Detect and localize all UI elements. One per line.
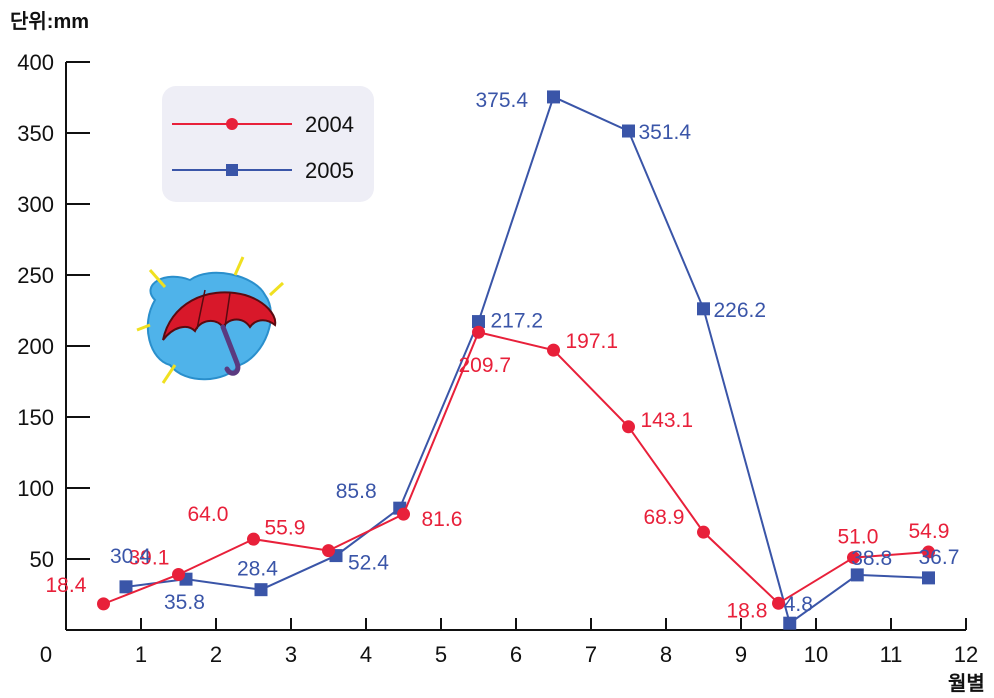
- data-label-2004: 51.0: [838, 526, 879, 549]
- data-label-2004: 18.8: [727, 599, 768, 622]
- x-tick-label: 4: [360, 642, 372, 667]
- point-2005: [254, 583, 268, 597]
- legend-marker-2004: [226, 118, 238, 130]
- x-tick-label: 8: [660, 642, 672, 667]
- data-label-2005: 35.8: [164, 591, 205, 614]
- series-2004: [97, 325, 935, 611]
- data-labels: 18.4 39.1 64.0 55.9 81.6 209.7 197.1 143.1 68.9 1…: [46, 89, 960, 622]
- series-2005: [119, 90, 935, 630]
- x-tick-label: 2: [210, 642, 222, 667]
- point-2005: [472, 315, 485, 329]
- x-tick-label: 1: [135, 642, 147, 667]
- y-tick-label: 400: [17, 50, 54, 75]
- point-2005: [697, 302, 710, 316]
- legend-box: [162, 86, 374, 202]
- data-label-2005: 217.2: [491, 310, 544, 333]
- point-2005: [119, 580, 133, 594]
- x-axis-label: 월별: [948, 672, 985, 695]
- point-2004: [247, 532, 260, 546]
- data-label-2005: 226.2: [714, 299, 767, 322]
- data-label-2005: 85.8: [336, 480, 377, 503]
- point-2004: [772, 596, 785, 610]
- umbrella-icon: [136, 256, 285, 384]
- data-label-2004: 68.9: [644, 506, 685, 529]
- x-tick-label: 3: [285, 642, 297, 667]
- data-label-2005: 38.8: [851, 547, 892, 570]
- y-tick-label: 350: [17, 121, 54, 146]
- x-tick-label: 12: [954, 642, 978, 667]
- y-tick-label: 250: [17, 263, 54, 288]
- point-2004: [322, 544, 335, 558]
- x-tick-label: 5: [435, 642, 447, 667]
- data-label-2004: 64.0: [188, 503, 229, 526]
- data-label-2004: 39.1: [129, 546, 170, 569]
- legend-marker-2005: [226, 164, 238, 176]
- data-label-2004: 55.9: [265, 517, 306, 540]
- y-tick-label: 100: [17, 476, 54, 501]
- data-label-2004: 143.1: [641, 409, 694, 432]
- data-label-2005: 28.4: [237, 558, 278, 581]
- x-tick-label: 6: [510, 642, 522, 667]
- y-tick-label: 150: [17, 405, 54, 430]
- data-label-2005: 375.4: [476, 89, 529, 112]
- unit-label: 단위:mm: [10, 10, 89, 33]
- point-2004: [397, 507, 410, 521]
- point-2005: [783, 616, 797, 630]
- x-tick-label: 9: [735, 642, 747, 667]
- point-2004: [172, 567, 185, 581]
- data-label-2005: 4.8: [784, 593, 813, 616]
- point-2004: [847, 551, 860, 565]
- data-label-2004: 18.4: [46, 574, 87, 597]
- point-2005: [922, 571, 935, 585]
- data-label-2005: 351.4: [639, 121, 692, 144]
- data-label-2004: 197.1: [566, 330, 619, 353]
- point-2004: [97, 597, 110, 611]
- x-tick-label: 7: [585, 642, 597, 667]
- line-2004: [103, 331, 929, 605]
- legend-label-2004: 2004: [305, 112, 354, 137]
- point-2004: [922, 545, 935, 559]
- point-2005: [547, 90, 560, 104]
- data-label-2005: 30.4: [110, 545, 151, 568]
- data-label-2005: 52.4: [348, 552, 389, 575]
- point-2005: [622, 124, 635, 138]
- legend-label-2005: 2005: [305, 158, 354, 183]
- y-tick-label: 50: [30, 547, 54, 572]
- data-label-2004: 209.7: [459, 354, 512, 377]
- point-2005: [850, 568, 864, 582]
- y-tick-label: 300: [17, 192, 54, 217]
- data-label-2005: 36.7: [919, 546, 960, 569]
- x-tick-label: 0: [40, 642, 52, 667]
- point-2004: [472, 325, 485, 339]
- y-tick-label: 200: [17, 334, 54, 359]
- point-2004: [547, 343, 560, 357]
- legend: 2004 2005: [162, 86, 374, 202]
- x-tick-label: 10: [804, 642, 828, 667]
- point-2004: [622, 420, 635, 434]
- data-label-2004: 81.6: [422, 508, 463, 531]
- line-2005: [125, 95, 929, 625]
- x-tick-label: 11: [880, 642, 903, 667]
- data-label-2004: 54.9: [909, 520, 950, 543]
- point-2004: [697, 525, 710, 539]
